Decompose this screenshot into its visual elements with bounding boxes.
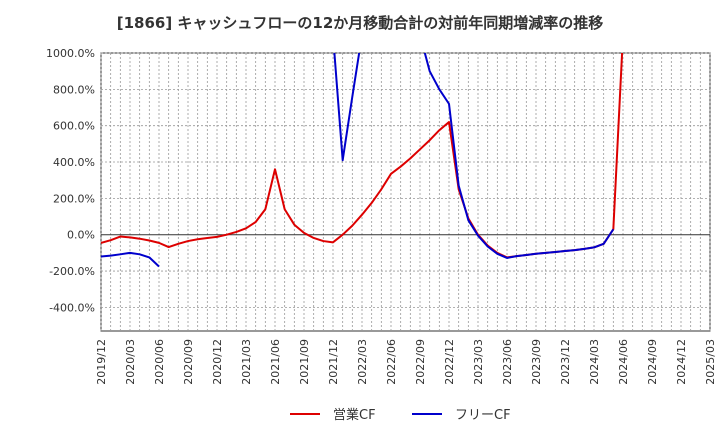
y-tick-label: -400.0% — [49, 301, 95, 314]
x-tick-label: 2023/06 — [501, 339, 514, 385]
y-tick-label: 800.0% — [53, 83, 95, 96]
x-tick-label: 2020/06 — [153, 339, 166, 385]
series-layer — [101, 53, 624, 268]
x-tick-label: 2020/03 — [124, 339, 137, 385]
x-tick-label: 2021/03 — [240, 339, 253, 385]
x-tick-label: 2021/12 — [327, 339, 340, 385]
chart-title: [1866] キャッシュフローの12か月移動合計の対前年同期増減率の推移 — [116, 14, 604, 32]
plot-area — [100, 52, 711, 332]
x-tick-label: 2024/12 — [675, 339, 688, 385]
y-tick-label: 400.0% — [53, 156, 95, 169]
x-tick-label: 2020/12 — [211, 339, 224, 385]
y-tick-label: -200.0% — [49, 265, 95, 278]
y-tick-label: 200.0% — [53, 192, 95, 205]
legend-label-free-cf: フリーCF — [455, 408, 511, 423]
x-tick-label: 2023/12 — [559, 339, 572, 385]
y-tick-label: 600.0% — [53, 120, 95, 133]
x-tick-label: 2024/09 — [646, 339, 659, 385]
x-tick-label: 2022/09 — [414, 339, 427, 385]
series-line-free-cf — [101, 53, 615, 268]
x-tick-label: 2022/06 — [385, 339, 398, 385]
x-tick-label: 2024/06 — [617, 339, 630, 385]
legend-label-operating-cf: 営業CF — [333, 407, 376, 423]
x-tick-label: 2024/03 — [588, 339, 601, 385]
x-tick-label: 2021/09 — [298, 339, 311, 385]
x-axis-ticks: 2019/12 2020/03 2020/06 2020/09 2020/12 2021/… — [95, 339, 717, 385]
x-tick-label: 2021/06 — [269, 339, 282, 385]
x-tick-label: 2019/12 — [95, 339, 108, 385]
x-tick-label: 2022/12 — [443, 339, 456, 385]
x-tick-label: 2025/03 — [704, 339, 717, 385]
x-tick-label: 2020/09 — [182, 339, 195, 385]
x-tick-label: 2022/03 — [356, 339, 369, 385]
x-tick-label: 2023/03 — [472, 339, 485, 385]
y-axis-ticks: 1000.0% 800.0% 600.0% 400.0% 200.0% 0.0% -200.… — [46, 47, 95, 314]
x-tick-label: 2023/09 — [530, 339, 543, 385]
y-tick-label: 0.0% — [67, 229, 95, 242]
legend: 営業CF フリーCF — [290, 407, 511, 423]
y-tick-label: 1000.0% — [46, 47, 95, 60]
